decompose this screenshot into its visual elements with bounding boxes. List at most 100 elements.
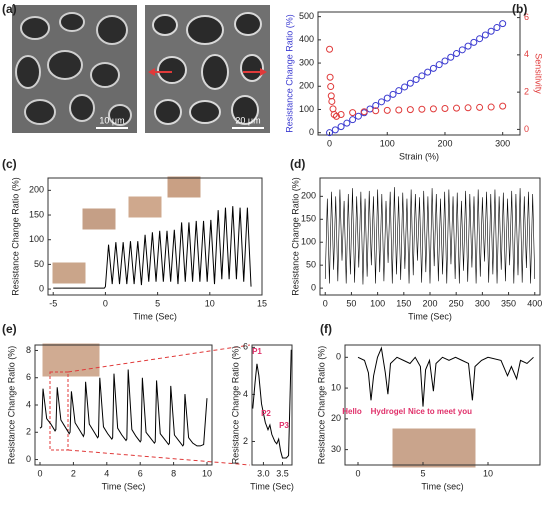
x-tick-label: 250 [449,298,464,308]
y-tick-label: 6 [26,372,31,382]
x-tick-label: 200 [437,138,452,148]
data-point [499,102,507,110]
y-tick-label: 50 [34,259,44,269]
x-tick-label: 0 [323,298,328,308]
data-point [435,61,443,69]
data-point [412,76,420,84]
y-tick-label: 100 [301,237,316,247]
data-point [487,103,495,111]
x-axis-label: Time (Sec) [133,311,177,321]
x-tick-label: -5 [49,298,57,308]
data-point [418,105,426,113]
x-axis-label: Time (Sec) [250,481,294,491]
data-point [406,79,414,87]
data-point [332,112,340,120]
data-point [476,103,484,111]
y-tick-label: 20 [331,413,341,423]
data-line [357,346,534,407]
x-tick-label: 8 [171,468,176,478]
data-point [326,129,334,137]
data-point [487,27,495,35]
data-point [354,112,362,120]
data-point [349,109,357,117]
y-axis-label: Resistance Change Ratio (%) [6,346,16,465]
y-tick-label: 6 [243,342,248,352]
annotation: P1 [252,347,262,356]
x-tick-label: 200 [422,298,437,308]
annotation: P2 [261,409,271,418]
data-point [395,106,403,114]
x-axis-label: Time (Sec) [408,311,452,321]
plot-frame [344,344,541,466]
data-point [401,83,409,91]
x-axis-label: Time (Sec) [102,481,146,491]
y-tick-label: 30 [331,444,341,454]
inset-photo [81,207,117,231]
data-point [330,111,338,118]
y2-tick-label: 6 [524,12,529,22]
data-point [343,119,351,127]
data-point [453,104,461,112]
data-point [377,98,385,106]
y-tick-label: 50 [306,260,316,270]
data-point [383,94,391,102]
panel-label: (f) [320,322,332,336]
plot-frame [47,177,263,296]
zoom-box [49,371,69,451]
panel-label: (d) [290,157,305,171]
y2-tick-label: 4 [524,49,529,59]
y-tick-label: 150 [301,214,316,224]
data-point [331,126,339,134]
data-point [418,72,426,80]
plot-frame [251,344,293,466]
x-tick-label: 300 [475,298,490,308]
data-point [429,64,437,72]
inset-photo [166,175,202,199]
zoom-line [67,344,251,373]
y-axis-label: Resistance Change Ratio (%) [230,346,240,465]
data-point [493,24,501,32]
x-tick-label: 50 [346,298,356,308]
data-point [327,83,335,91]
y-tick-label: 0 [309,127,314,137]
x-tick-label: 0 [103,298,108,308]
data-point [349,116,357,124]
y-tick-label: 200 [301,191,316,201]
x-tick-label: 300 [495,138,510,148]
y-tick-label: 100 [29,234,44,244]
data-point [464,104,472,112]
x-tick-label: 2 [71,468,76,478]
y-tick-label: 4 [243,389,248,399]
data-point [337,111,345,118]
y-tick-label: 300 [299,57,314,67]
data-point [424,68,432,76]
data-point [464,42,472,50]
y-axis-label: Resistance Change Ratio (%) [284,14,294,133]
x-axis-label: Strain (%) [399,151,439,161]
y-axis-label: Resistance Change Ratio (%) [290,177,300,296]
x-tick-label: 100 [380,138,395,148]
inset-photo [391,427,477,469]
data-point [470,38,478,46]
panel-label: (b) [512,2,527,16]
data-point [481,31,489,39]
data-point [389,90,397,98]
sem-images: 10 μm 20 μm (a) [2,2,270,133]
y-tick-label: 4 [26,399,31,409]
x-tick-label: 10 [202,468,212,478]
data-point [328,97,336,105]
data-point [447,53,455,61]
annotation: Nice to meet you [408,407,472,416]
x-tick-label: 3.5 [276,468,289,478]
y-tick-label: 8 [26,345,31,355]
annotation: P3 [279,421,289,430]
y2-axis-label: Sensitivity [534,53,544,94]
y2-tick-label: 2 [524,87,529,97]
zoom-line [67,449,251,466]
data-point [372,107,380,115]
data-point [383,106,391,114]
x-tick-label: 350 [501,298,516,308]
x-tick-label: 10 [483,468,493,478]
panel-label: (a) [2,2,17,16]
